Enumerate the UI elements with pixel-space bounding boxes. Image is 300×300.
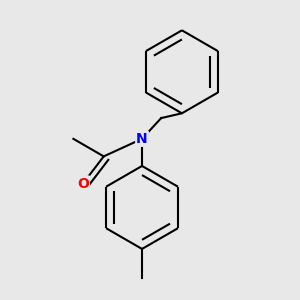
Text: O: O [77, 176, 89, 190]
Text: N: N [136, 132, 148, 146]
